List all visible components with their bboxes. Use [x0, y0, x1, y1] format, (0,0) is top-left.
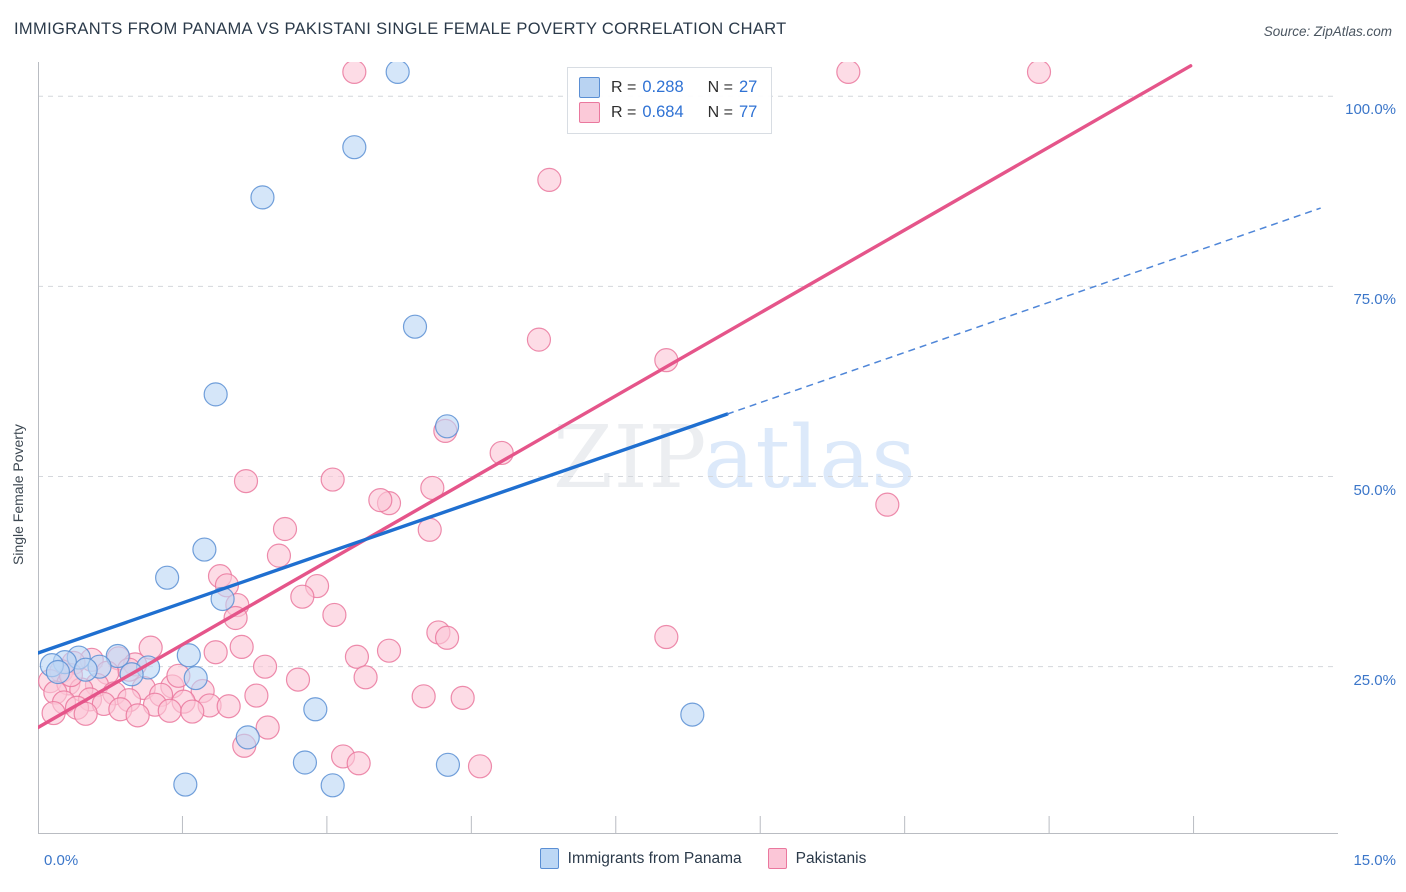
- data-point: [45, 659, 71, 685]
- n-value-panama: 27: [738, 78, 758, 96]
- legend-label-panama: Immigrants from Panama: [567, 849, 742, 867]
- data-point: [346, 751, 371, 776]
- legend-label-pakistanis: Pakistanis: [795, 849, 867, 867]
- data-point: [654, 624, 679, 650]
- data-point: [255, 715, 280, 740]
- data-point: [155, 565, 180, 590]
- y-tick-label-1: 75.0%: [1353, 291, 1396, 309]
- source-attribution: Source: ZipAtlas.com: [1263, 24, 1392, 39]
- data-point: [836, 62, 861, 84]
- data-point: [272, 516, 298, 542]
- data-point: [875, 492, 900, 517]
- data-point: [203, 640, 228, 665]
- data-point: [385, 62, 410, 84]
- legend-item-pakistanis[interactable]: Pakistanis: [767, 848, 867, 869]
- data-point: [435, 752, 461, 777]
- n-value-pakistanis: 77: [738, 103, 758, 121]
- data-point: [73, 701, 98, 726]
- page-title: IMMIGRANTS FROM PANAMA VS PAKISTANI SING…: [14, 20, 787, 38]
- data-point: [229, 634, 254, 659]
- y-tick-label-3: 25.0%: [1353, 671, 1396, 689]
- data-point: [320, 773, 345, 798]
- data-point: [173, 772, 198, 797]
- data-point: [176, 643, 201, 668]
- data-point: [216, 694, 241, 719]
- data-point: [235, 725, 260, 750]
- data-point: [342, 62, 367, 84]
- legend-swatch-pakistanis: [579, 102, 600, 123]
- trendline-panama-solid: [38, 412, 729, 655]
- stat-row-panama: R = 0.288 N = 27: [579, 75, 757, 100]
- series-points-panama: [39, 62, 705, 798]
- data-point: [157, 698, 182, 723]
- data-point: [303, 697, 328, 722]
- data-point: [320, 467, 345, 492]
- data-point: [680, 702, 705, 727]
- y-tick-label-0: 100.0%: [1345, 101, 1396, 119]
- r-label-panama: R =: [611, 78, 637, 96]
- n-label-pakistanis: N =: [707, 103, 733, 121]
- data-point: [353, 665, 378, 690]
- data-point: [368, 488, 393, 513]
- stat-row-pakistanis: R = 0.684 N = 77: [579, 100, 757, 125]
- y-tick-label-2: 50.0%: [1353, 481, 1396, 499]
- data-point: [434, 625, 460, 650]
- data-point: [467, 754, 493, 779]
- series-legend: Immigrants from Panama Pakistanis: [0, 848, 1406, 869]
- x-axis-max-label: 15.0%: [1353, 852, 1396, 869]
- data-point: [290, 584, 315, 609]
- data-point: [1026, 62, 1052, 84]
- data-point: [250, 185, 275, 210]
- data-point: [203, 382, 228, 407]
- data-point: [192, 537, 217, 562]
- plot-area: [38, 62, 1338, 834]
- trendline-pakistanis: [38, 64, 1193, 730]
- data-point: [342, 135, 367, 160]
- r-value-pakistanis: 0.684: [642, 103, 684, 121]
- data-point: [411, 684, 436, 709]
- data-point: [526, 327, 552, 352]
- data-point: [125, 703, 150, 728]
- data-point: [183, 665, 208, 691]
- data-point: [180, 699, 205, 724]
- data-point: [434, 414, 460, 439]
- data-point: [252, 654, 278, 679]
- legend-item-panama[interactable]: Immigrants from Panama: [539, 848, 742, 869]
- data-point: [537, 167, 562, 192]
- scatter-svg: [38, 62, 1338, 834]
- r-value-panama: 0.288: [642, 78, 684, 96]
- trendline-panama-extrapolated: [726, 207, 1321, 415]
- legend-marker-panama: [539, 848, 559, 869]
- correlation-stats-legend: R = 0.288 N = 27 R = 0.684 N = 77: [567, 67, 773, 134]
- data-point: [285, 667, 311, 692]
- r-label-pakistanis: R =: [611, 103, 637, 121]
- data-point: [292, 750, 318, 775]
- legend-marker-pakistanis: [767, 848, 787, 869]
- data-point: [402, 314, 428, 339]
- y-axis-title: Single Female Poverty: [10, 424, 26, 565]
- legend-swatch-panama: [579, 77, 600, 98]
- data-point: [344, 644, 370, 669]
- data-point: [73, 657, 98, 682]
- data-point: [376, 638, 402, 663]
- data-point: [233, 468, 259, 494]
- data-point: [266, 543, 292, 568]
- x-axis-min-label: 0.0%: [44, 852, 79, 869]
- data-point: [322, 602, 347, 628]
- data-point: [450, 685, 475, 710]
- data-point: [244, 683, 269, 708]
- data-point: [105, 643, 130, 669]
- n-label-panama: N =: [707, 78, 733, 96]
